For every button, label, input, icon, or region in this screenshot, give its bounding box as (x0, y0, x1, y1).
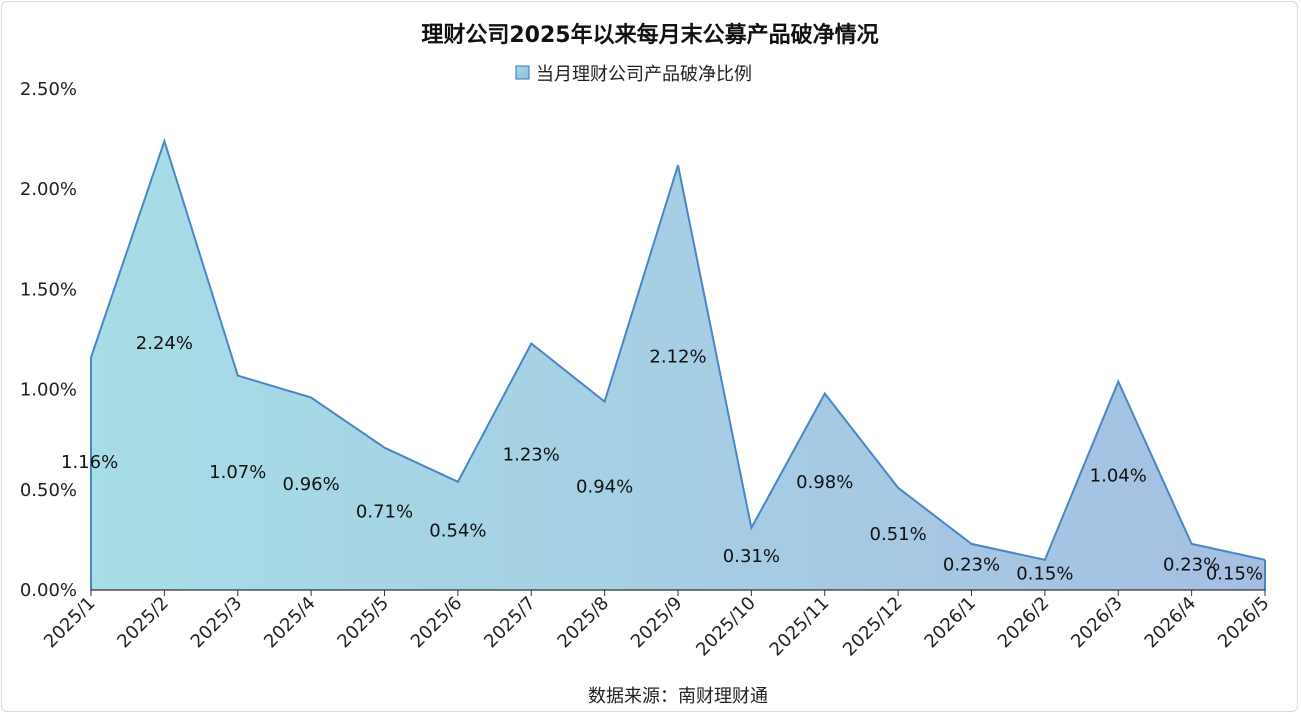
series-area-fill (91, 141, 1265, 590)
data-label: 1.16% (61, 452, 118, 473)
y-tick-label: 2.50% (20, 79, 77, 100)
data-label: 2.12% (649, 346, 706, 367)
x-tick-label: 2025/5 (333, 593, 393, 653)
data-label: 0.15% (1206, 563, 1263, 584)
data-label: 0.23% (1163, 555, 1220, 576)
chart-title: 理财公司2025年以来每月末公募产品破净情况 (421, 22, 878, 48)
data-label: 0.31% (723, 546, 780, 567)
x-tick-label: 2026/4 (1141, 593, 1201, 653)
x-tick-label: 2025/3 (187, 593, 247, 653)
x-tick-label: 2026/3 (1067, 593, 1127, 653)
y-tick-label: 1.00% (20, 380, 77, 401)
x-tick-label: 2025/9 (627, 593, 687, 653)
x-tick-label: 2026/2 (994, 593, 1054, 653)
x-tick-label: 2025/10 (692, 593, 760, 661)
x-tick-label: 2025/11 (766, 593, 834, 661)
legend: 当月理财公司产品破净比例 (515, 64, 752, 85)
x-tick-label: 2026/1 (920, 593, 980, 653)
data-label: 0.15% (1016, 563, 1073, 584)
x-tick-label: 2025/8 (554, 593, 614, 653)
data-label: 0.98% (796, 472, 853, 493)
x-tick-label: 2025/4 (260, 593, 320, 653)
data-label: 1.04% (1090, 465, 1147, 486)
data-label: 0.54% (429, 520, 486, 541)
y-tick-label: 1.50% (20, 279, 77, 300)
data-label: 2.24% (136, 333, 193, 354)
y-tick-label: 0.00% (20, 580, 77, 601)
plot-area: 2025/1 2025/2 2025/3 2025/4 2025/5 2025/6 2025… (20, 79, 1274, 660)
x-tick-label: 2026/5 (1214, 593, 1274, 653)
x-tick-label: 2025/2 (113, 593, 173, 653)
data-label: 1.23% (503, 444, 560, 465)
data-label: 1.07% (209, 462, 266, 483)
y-tick-label: 0.50% (20, 480, 77, 501)
data-label: 0.23% (943, 555, 1000, 576)
data-label: 0.51% (870, 524, 927, 545)
series-line (90, 137, 1266, 562)
x-tick-label: 2025/1 (40, 593, 100, 653)
y-tick-label: 2.00% (20, 179, 77, 200)
data-label: 0.94% (576, 476, 633, 497)
legend-label: 当月理财公司产品破净比例 (536, 64, 752, 85)
x-tick-label: 2025/6 (407, 593, 467, 653)
data-label: 0.71% (356, 502, 413, 523)
x-tick-label: 2025/12 (839, 593, 907, 661)
x-tick-label: 2025/7 (480, 593, 540, 653)
source-note: 数据来源：南财理财通 (588, 686, 768, 707)
data-label: 0.96% (283, 474, 340, 495)
legend-swatch (515, 65, 530, 80)
